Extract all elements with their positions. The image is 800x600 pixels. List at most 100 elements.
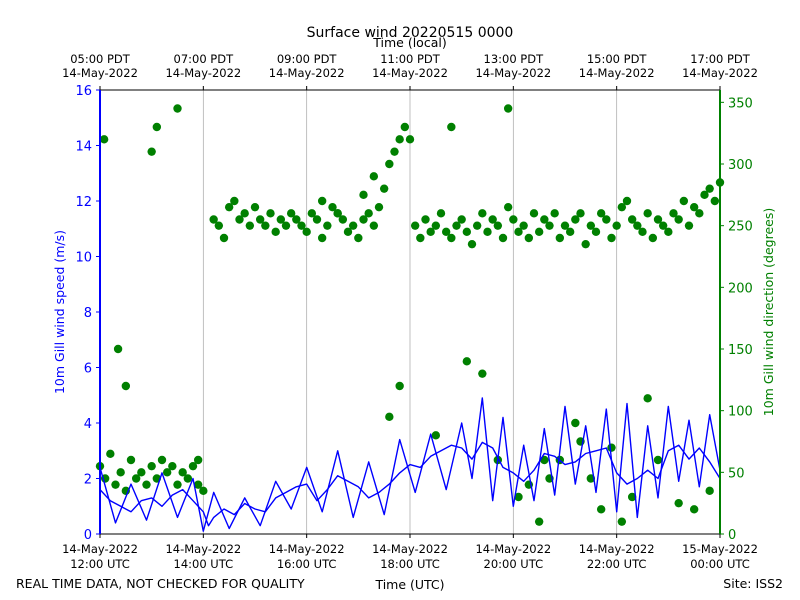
direction-point — [607, 443, 616, 452]
direction-point — [555, 233, 565, 243]
direction-point — [178, 468, 187, 477]
direction-point — [617, 517, 627, 526]
direction-point — [633, 221, 642, 230]
direction-point — [565, 227, 575, 237]
direction-point — [230, 196, 239, 206]
right-tick-label: 100 — [728, 405, 753, 420]
bottom-tick-time: 20:00 UTC — [484, 557, 544, 571]
direction-point — [529, 209, 539, 218]
right-tick-label: 50 — [728, 466, 745, 481]
direction-point — [162, 468, 172, 477]
direction-point — [312, 215, 322, 224]
direction-point — [235, 215, 244, 224]
right-axis-ticks: 0 50 100 150 200 250 300 350 — [720, 96, 753, 543]
right-tick-label: 200 — [728, 281, 753, 296]
direction-point — [240, 209, 249, 218]
bottom-tick-time: 18:00 UTC — [380, 557, 440, 571]
direction-point — [519, 221, 528, 230]
direction-point — [550, 209, 559, 218]
direction-point — [271, 227, 280, 237]
direction-point — [359, 215, 368, 224]
direction-point — [571, 215, 580, 224]
direction-point — [193, 455, 203, 465]
top-tick-time: 15:00 PDT — [587, 52, 648, 66]
top-tick-time: 17:00 PDT — [690, 52, 751, 66]
direction-point — [214, 221, 224, 230]
direction-point — [142, 480, 151, 489]
direction-point — [457, 215, 466, 224]
direction-point — [472, 221, 482, 230]
right-tick-label: 0 — [728, 528, 736, 543]
direction-point — [483, 227, 492, 237]
top-tick-time: 05:00 PDT — [70, 52, 131, 66]
direction-point — [126, 455, 136, 465]
direction-point — [431, 221, 441, 230]
direction-point — [447, 122, 456, 132]
direction-point — [478, 209, 487, 218]
direction-point — [400, 122, 410, 132]
direction-point — [674, 498, 683, 508]
direction-point — [338, 215, 348, 224]
speed-extremes-line — [99, 397, 721, 532]
direction-point — [462, 227, 472, 237]
left-tick-label: 4 — [84, 417, 92, 432]
top-tick-date: 14-May-2022 — [682, 66, 758, 80]
bottom-tick-time: 00:00 UTC — [690, 557, 750, 571]
direction-point — [173, 104, 182, 113]
direction-point — [99, 135, 109, 144]
direction-point — [509, 215, 518, 224]
direction-point — [627, 215, 637, 224]
direction-point — [369, 172, 379, 181]
direction-point — [643, 394, 652, 403]
direction-point — [653, 455, 663, 465]
direction-point — [379, 184, 389, 193]
direction-point — [317, 196, 327, 206]
direction-point — [245, 221, 255, 230]
top-tick-date: 14-May-2022 — [579, 66, 655, 80]
bottom-tick-date: 14-May-2022 — [475, 542, 551, 556]
direction-point — [441, 227, 451, 237]
direction-point — [638, 227, 647, 237]
direction-point — [385, 412, 394, 422]
direction-point — [302, 227, 311, 237]
top-tick-date: 14-May-2022 — [62, 66, 138, 80]
direction-point — [467, 239, 477, 249]
direction-point — [390, 147, 399, 156]
bottom-tick-date: 14-May-2022 — [62, 542, 138, 556]
left-tick-label: 0 — [84, 528, 92, 543]
direction-point — [545, 221, 554, 230]
direction-point — [576, 209, 585, 218]
direction-markers-layer — [95, 104, 725, 526]
direction-point — [503, 104, 513, 113]
direction-point — [658, 221, 668, 230]
bottom-tick-date: 15-May-2022 — [682, 542, 758, 556]
left-axis-label: 10m Gill wind speed (m/s) — [52, 230, 67, 394]
direction-point — [436, 209, 446, 218]
left-tick-label: 2 — [84, 473, 92, 488]
direction-point — [622, 196, 632, 206]
direction-point — [266, 209, 275, 218]
direction-point — [503, 202, 513, 212]
direction-point — [431, 431, 441, 440]
direction-point — [250, 202, 260, 212]
direction-point — [514, 227, 523, 237]
bottom-tick-time: 12:00 UTC — [70, 557, 130, 571]
bottom-tick-time: 22:00 UTC — [587, 557, 647, 571]
direction-point — [328, 202, 337, 212]
quality-note: REAL TIME DATA, NOT CHECKED FOR QUALITY — [16, 576, 305, 591]
direction-point — [612, 221, 621, 230]
direction-point — [416, 233, 425, 243]
direction-point — [116, 468, 125, 477]
direction-point — [307, 209, 317, 218]
direction-point — [333, 209, 342, 218]
top-tick-date: 14-May-2022 — [269, 66, 345, 80]
direction-point — [281, 221, 291, 230]
chart-title: Surface wind 20220515 0000 — [307, 25, 514, 41]
bottom-tick-date: 14-May-2022 — [372, 542, 448, 556]
vertical-gridlines — [202, 90, 618, 534]
top-tick-date: 14-May-2022 — [372, 66, 448, 80]
direction-point — [534, 517, 544, 526]
direction-point — [664, 227, 673, 237]
